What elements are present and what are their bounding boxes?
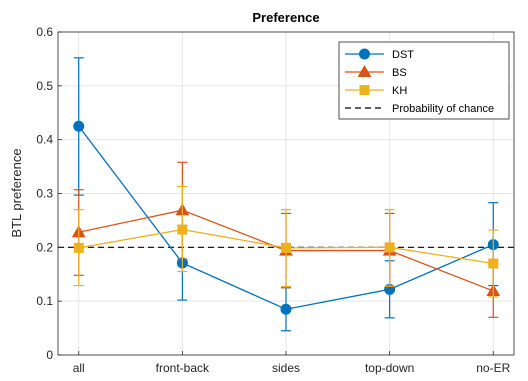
y-tick-label: 0.3 (36, 187, 53, 201)
data-point-kh (281, 242, 291, 253)
legend-label-dst: DST (392, 49, 414, 61)
y-tick-label: 0 (46, 348, 53, 362)
y-tick-label: 0.6 (36, 25, 53, 39)
y-tick-label: 0.1 (36, 294, 53, 308)
x-tick-label: no-ER (476, 361, 510, 375)
x-tick-label: top-down (365, 361, 414, 375)
legend-marker-bs (357, 64, 372, 77)
legend-label-bs: BS (392, 67, 407, 79)
data-point-dst (73, 120, 85, 132)
legend: DST BS KH Probability of chance (338, 41, 510, 120)
legend-label-kh: KH (392, 85, 407, 97)
legend-marker-dst (359, 48, 370, 60)
x-tick-label: all (73, 361, 85, 375)
y-tick-label: 0.5 (36, 79, 53, 93)
axes: 0 0.1 0.2 0.3 0.4 0.5 0.6 all front-back sides top… (36, 25, 510, 375)
x-tick-label: sides (272, 361, 300, 375)
legend-label-chance: Probability of chance (392, 103, 494, 115)
y-axis-label: BTL preference (9, 148, 24, 237)
data-point-kh (177, 224, 188, 235)
data-point-kh (73, 242, 84, 253)
series-kh (73, 185, 499, 298)
y-tick-label: 0.4 (36, 133, 53, 147)
data-point-dst (280, 303, 292, 315)
y-tick-label: 0.2 (36, 240, 53, 254)
data-point-kh (488, 258, 499, 269)
series-group (71, 57, 501, 332)
legend-marker-kh (359, 85, 370, 95)
chart-title: Preference (252, 10, 319, 25)
data-point-kh (384, 242, 395, 253)
x-tick-label: front-back (156, 361, 210, 375)
